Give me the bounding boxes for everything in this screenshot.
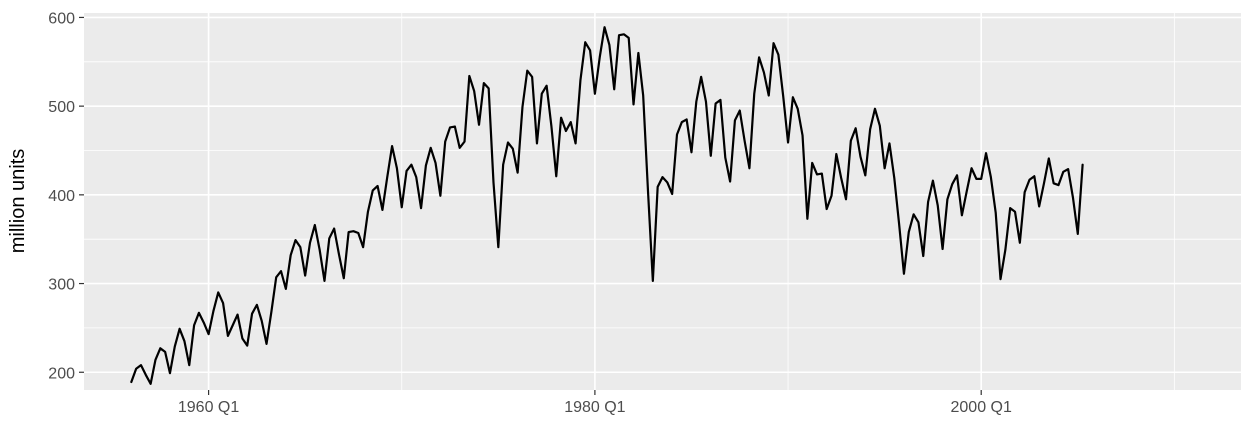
x-axis: 1960 Q1 1980 Q1 2000 Q1 xyxy=(178,390,1012,416)
plot-panel xyxy=(84,13,1241,390)
x-tick-label: 1980 Q1 xyxy=(564,399,625,416)
y-tick-label: 200 xyxy=(48,365,75,382)
y-tick-label: 400 xyxy=(48,188,75,205)
series-line xyxy=(130,26,1084,385)
y-tick-label: 600 xyxy=(48,10,75,27)
y-tick-label: 500 xyxy=(48,99,75,116)
major-gridlines xyxy=(84,13,1241,390)
x-tick-label: 2000 Q1 xyxy=(951,399,1012,416)
x-tick-label: 1960 Q1 xyxy=(178,399,239,416)
y-axis: 200 300 400 500 600 xyxy=(48,10,84,382)
y-tick-label: 300 xyxy=(48,277,75,294)
y-axis-title: million units xyxy=(7,149,29,253)
